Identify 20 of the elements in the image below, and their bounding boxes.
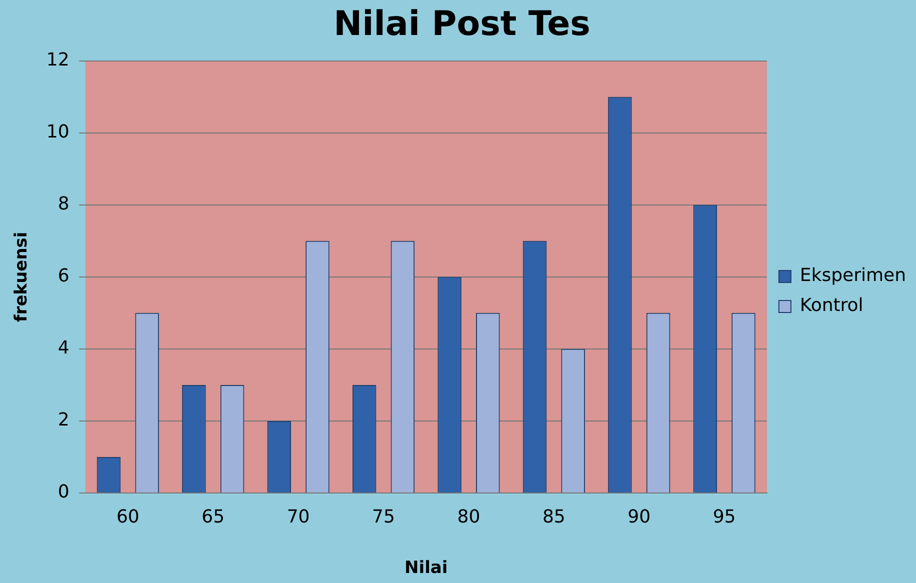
x-tick-label: 85 bbox=[542, 506, 566, 528]
y-tick-label: 8 bbox=[58, 194, 70, 215]
y-tick-label: 6 bbox=[58, 266, 70, 287]
chart-title: Nilai Post Tes bbox=[334, 4, 590, 44]
y-tick-label: 2 bbox=[58, 410, 70, 431]
x-axis-title: Nilai bbox=[404, 558, 448, 578]
y-tick-label: 12 bbox=[46, 49, 70, 70]
x-tick-label: 80 bbox=[457, 506, 480, 528]
x-tick-label: 90 bbox=[628, 506, 651, 528]
x-tick-label: 95 bbox=[712, 506, 736, 528]
legend-label: Eksperimen bbox=[800, 265, 906, 286]
legend-label: Kontrol bbox=[800, 295, 864, 316]
x-tick-label: 70 bbox=[286, 506, 310, 528]
y-tick-label: 4 bbox=[58, 338, 70, 359]
y-tick-label: 0 bbox=[58, 482, 70, 503]
x-tick-label: 60 bbox=[116, 506, 140, 528]
x-tick-label: 65 bbox=[202, 506, 225, 528]
y-tick-label: 10 bbox=[46, 122, 70, 143]
x-tick-label: 75 bbox=[372, 506, 395, 528]
y-axis-title: frekuensi bbox=[12, 232, 32, 322]
